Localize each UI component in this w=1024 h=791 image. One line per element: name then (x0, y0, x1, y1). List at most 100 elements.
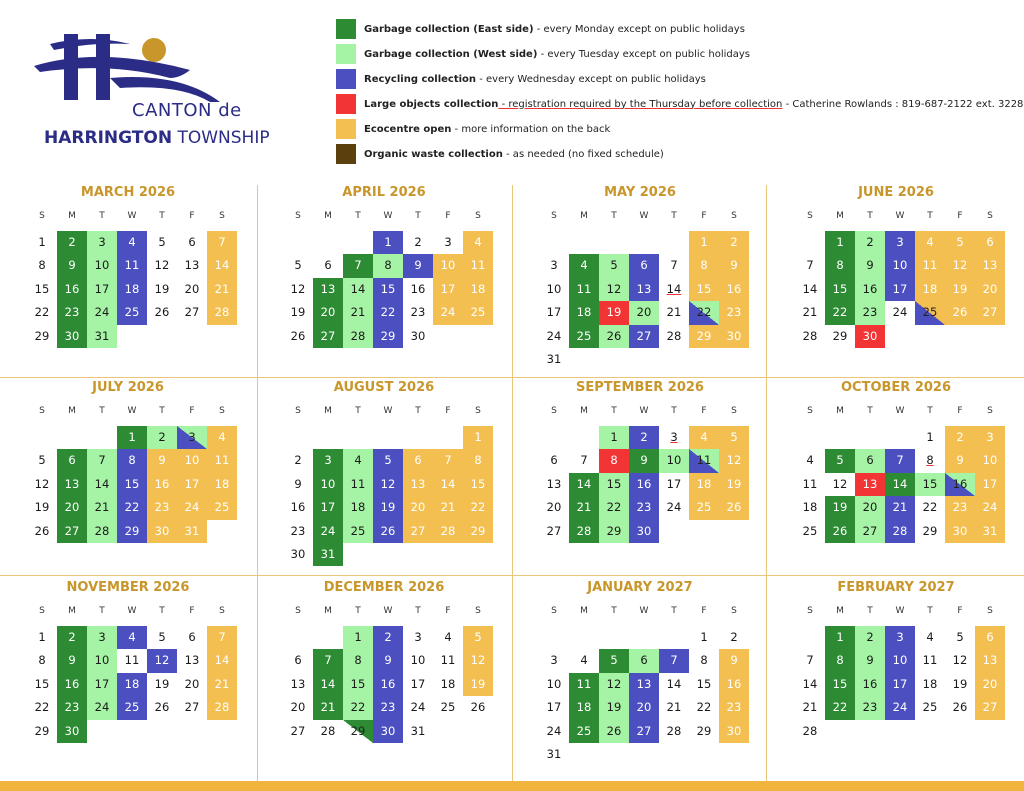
weekday-header: T (355, 406, 361, 416)
calendar-day: 16 (855, 277, 885, 302)
weekday-header: F (445, 406, 451, 416)
calendar-day: 24 (975, 496, 1005, 520)
month-calendar: APRIL 2026 S M T W T F S 1 2 3 4 5 6 7 8 9 10 11 12 13 14 15 16… (256, 183, 512, 378)
calendar-day: 3 (885, 626, 915, 650)
calendar-day: 8 (343, 649, 373, 673)
weekday-header: S (807, 406, 813, 416)
calendar-day: 23 (855, 301, 885, 325)
calendar-day: 8 (926, 453, 934, 468)
calendar-day: 23 (945, 496, 975, 520)
weekday-header: T (927, 606, 933, 616)
calendar-day: 10 (410, 653, 426, 668)
calendar-day: 26 (945, 301, 975, 325)
calendar-day: 4 (569, 254, 599, 278)
calendar-day: 14 (207, 254, 237, 278)
weekday-header: W (895, 606, 905, 616)
weekday-header: S (987, 606, 993, 616)
calendar-day: 26 (34, 523, 50, 538)
calendar-day: 27 (184, 305, 200, 320)
calendar-day: 18 (802, 500, 818, 515)
calendar-day: 2 (945, 426, 975, 450)
calendar-day: 29 (922, 523, 938, 538)
calendar-day: 30 (719, 324, 749, 348)
calendar-day: 24 (433, 301, 463, 325)
calendar-day: 19 (154, 676, 170, 691)
calendar-day: 24 (87, 696, 117, 720)
calendar-day: 10 (885, 254, 915, 278)
calendar-day: 29 (599, 519, 629, 543)
calendar-day: 22 (825, 301, 855, 325)
calendar-day: 23 (57, 301, 87, 325)
calendar-day: 1 (825, 626, 855, 650)
month-calendar: NOVEMBER 2026 S M T W T F S 1 2 3 4 5 6 7 8 9 10 11 12 13 14 1… (0, 578, 256, 773)
calendar-day: 11 (922, 653, 938, 668)
calendar-day: 25 (802, 523, 818, 538)
calendar-day: 7 (207, 626, 237, 650)
weekday-header: T (867, 406, 873, 416)
calendar-day: 14 (433, 472, 463, 497)
legend-swatch-west (336, 44, 356, 64)
calendar-day: 7 (885, 449, 915, 473)
month-calendar: FEBRUARY 2027 S M T W T F S 1 2 3 4 5 6 7 8 9 10 11 12 13 14 1… (768, 578, 1024, 773)
calendar-day: 17 (546, 305, 562, 320)
calendar-day: 29 (696, 723, 712, 738)
calendar-day: 18 (569, 696, 599, 720)
weekday-header: T (867, 606, 873, 616)
weekday-header: S (39, 406, 45, 416)
calendar-day: 28 (433, 519, 463, 543)
calendar-day: 25 (569, 324, 599, 348)
divider-horizontal (0, 377, 1024, 378)
month-title: MAY 2026 (604, 185, 676, 200)
divider-vertical (512, 185, 513, 781)
weekday-header: W (895, 406, 905, 416)
calendar-day: 13 (290, 676, 306, 691)
calendar-day: 5 (956, 630, 964, 644)
weekday-header: T (415, 606, 421, 616)
month-title: DECEMBER 2026 (323, 580, 445, 595)
calendar-day: 3 (87, 626, 117, 650)
calendar-day: 20 (403, 496, 433, 520)
calendar-day: 9 (294, 476, 302, 491)
calendar-day: 15 (117, 472, 147, 497)
calendar-day: 15 (696, 676, 712, 691)
calendar-day: 19 (599, 301, 629, 325)
calendar-day: 17 (546, 700, 562, 715)
calendar-day: 6 (629, 254, 659, 278)
legend-swatch-eco (336, 119, 356, 139)
calendar-day: 10 (546, 281, 562, 296)
weekday-header: T (159, 606, 165, 616)
weekday-header: S (219, 406, 225, 416)
calendar-day: 9 (719, 649, 749, 673)
calendar-day: 12 (719, 449, 749, 473)
calendar-day: 19 (463, 672, 493, 697)
calendar-day: 1 (117, 426, 147, 450)
calendar-day: 18 (207, 472, 237, 497)
weekday-header: M (324, 606, 332, 616)
calendar-day: 24 (410, 700, 426, 715)
calendar-day: 18 (689, 472, 719, 497)
weekday-header: F (189, 606, 195, 616)
calendar-day: 8 (38, 653, 46, 668)
calendar-day: 31 (975, 519, 1005, 543)
calendar-day: 31 (87, 324, 117, 348)
calendar-day: 31 (177, 519, 207, 543)
calendar-day: 25 (207, 496, 237, 520)
calendar-day: 13 (184, 653, 200, 668)
weekday-header: W (639, 406, 649, 416)
legend-note: - more information on the back (451, 123, 611, 135)
legend-text: Organic waste collection - as needed (no… (364, 149, 664, 160)
calendar-day: 4 (806, 453, 814, 468)
month-title: JANUARY 2027 (587, 580, 693, 595)
legend-note: - Catherine Rowlands : 819-687-2122 ext.… (782, 98, 1024, 110)
weekday-header: F (957, 211, 963, 221)
calendar-day: 7 (87, 449, 117, 473)
calendar-day: 24 (666, 500, 682, 515)
calendar-day: 27 (855, 519, 885, 543)
legend-swatch-recycling (336, 69, 356, 89)
legend-note: - as needed (no fixed schedule) (502, 148, 664, 160)
calendar-day: 30 (147, 519, 177, 543)
weekday-header: M (580, 211, 588, 221)
calendar-day: 14 (885, 472, 915, 497)
calendar-day: 13 (403, 472, 433, 497)
calendar-day: 17 (410, 676, 426, 691)
